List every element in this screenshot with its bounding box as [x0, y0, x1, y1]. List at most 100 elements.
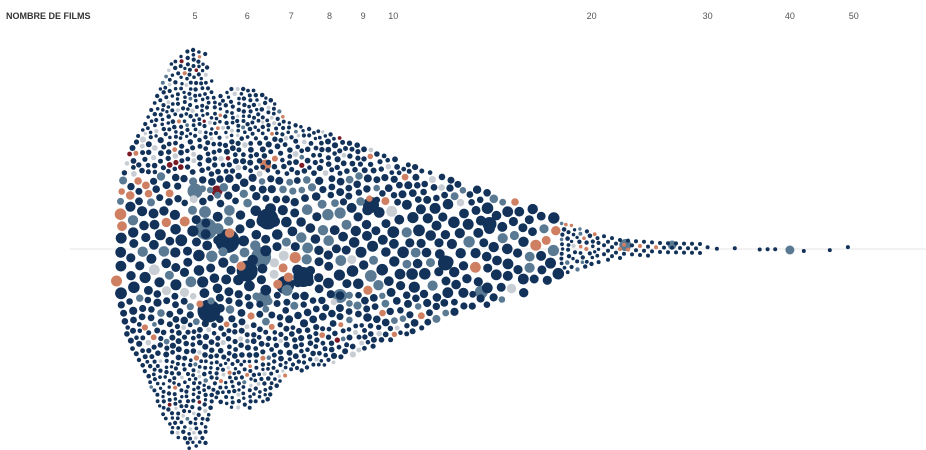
data-point: [117, 221, 127, 232]
data-point: [166, 121, 171, 125]
data-point: [169, 371, 175, 376]
data-point: [206, 186, 214, 194]
data-point: [200, 103, 205, 108]
data-point: [202, 402, 207, 407]
data-point: [289, 187, 297, 195]
data-point: [204, 130, 208, 135]
data-point: [314, 357, 319, 362]
data-point: [180, 375, 184, 380]
data-point: [260, 349, 266, 355]
data-point: [183, 66, 187, 71]
data-point: [197, 374, 202, 379]
data-point: [329, 320, 337, 327]
data-point: [283, 135, 289, 141]
data-point: [208, 131, 213, 136]
data-point: [381, 174, 389, 182]
data-point: [239, 352, 245, 358]
data-point: [243, 130, 247, 134]
data-point: [254, 359, 258, 364]
data-point: [295, 144, 301, 150]
data-point: [317, 225, 329, 236]
data-point: [325, 146, 332, 153]
data-point: [289, 166, 295, 173]
data-point: [245, 218, 256, 229]
data-point: [176, 308, 184, 315]
data-point: [248, 168, 254, 174]
data-point: [361, 156, 367, 162]
data-point: [328, 340, 335, 346]
data-point: [394, 268, 406, 280]
data-point: [255, 107, 259, 112]
data-point: [140, 335, 146, 341]
data-point: [239, 375, 244, 380]
data-point: [232, 371, 236, 376]
data-point: [323, 134, 328, 138]
data-point: [136, 322, 142, 327]
data-point: [566, 230, 571, 235]
data-point: [317, 350, 322, 356]
data-point: [200, 421, 204, 426]
data-point: [185, 440, 190, 445]
data-point: [334, 207, 346, 219]
data-point: [217, 347, 224, 354]
data-point: [279, 185, 287, 194]
data-point: [308, 141, 314, 146]
data-point: [158, 150, 164, 157]
data-point: [148, 264, 160, 276]
data-point: [255, 98, 259, 102]
data-point: [310, 350, 316, 357]
data-point: [373, 315, 381, 324]
data-point: [590, 239, 595, 244]
data-point: [179, 143, 185, 149]
data-point: [183, 348, 190, 355]
data-point: [690, 241, 694, 246]
data-point: [379, 190, 386, 197]
data-point: [268, 311, 276, 319]
data-point: [225, 297, 233, 305]
data-point: [137, 328, 143, 334]
data-point: [571, 232, 576, 237]
data-point: [225, 336, 232, 342]
data-point: [399, 315, 407, 323]
data-point: [114, 208, 127, 220]
data-point: [584, 240, 589, 245]
data-point: [189, 292, 197, 300]
data-point: [175, 92, 180, 97]
data-point: [212, 381, 217, 386]
data-point: [340, 336, 346, 342]
data-point: [334, 156, 341, 163]
data-point: [187, 225, 199, 237]
data-point: [211, 331, 217, 336]
data-point: [229, 379, 234, 384]
data-point: [215, 315, 224, 323]
data-point: [268, 323, 275, 330]
data-point: [508, 216, 518, 227]
data-point: [552, 267, 565, 280]
data-point: [287, 154, 293, 159]
data-point: [470, 261, 481, 273]
data-point: [235, 299, 243, 307]
data-point: [571, 256, 575, 261]
data-point: [152, 388, 157, 393]
data-point: [256, 158, 263, 164]
data-point: [260, 115, 265, 120]
data-point: [299, 154, 305, 160]
data-point: [630, 243, 634, 248]
data-point: [230, 120, 235, 125]
data-point: [248, 153, 254, 159]
data-point: [212, 223, 224, 235]
data-point: [140, 348, 146, 354]
data-point: [342, 348, 349, 355]
data-point: [569, 223, 574, 228]
data-point: [361, 296, 369, 305]
data-point: [634, 248, 638, 253]
data-point: [382, 331, 389, 338]
data-point: [290, 325, 296, 330]
data-point: [178, 399, 182, 404]
data-point: [170, 73, 175, 77]
data-point: [253, 399, 258, 404]
data-point: [252, 192, 261, 201]
data-point: [299, 348, 304, 354]
data-point: [434, 249, 445, 259]
data-point: [199, 167, 205, 174]
